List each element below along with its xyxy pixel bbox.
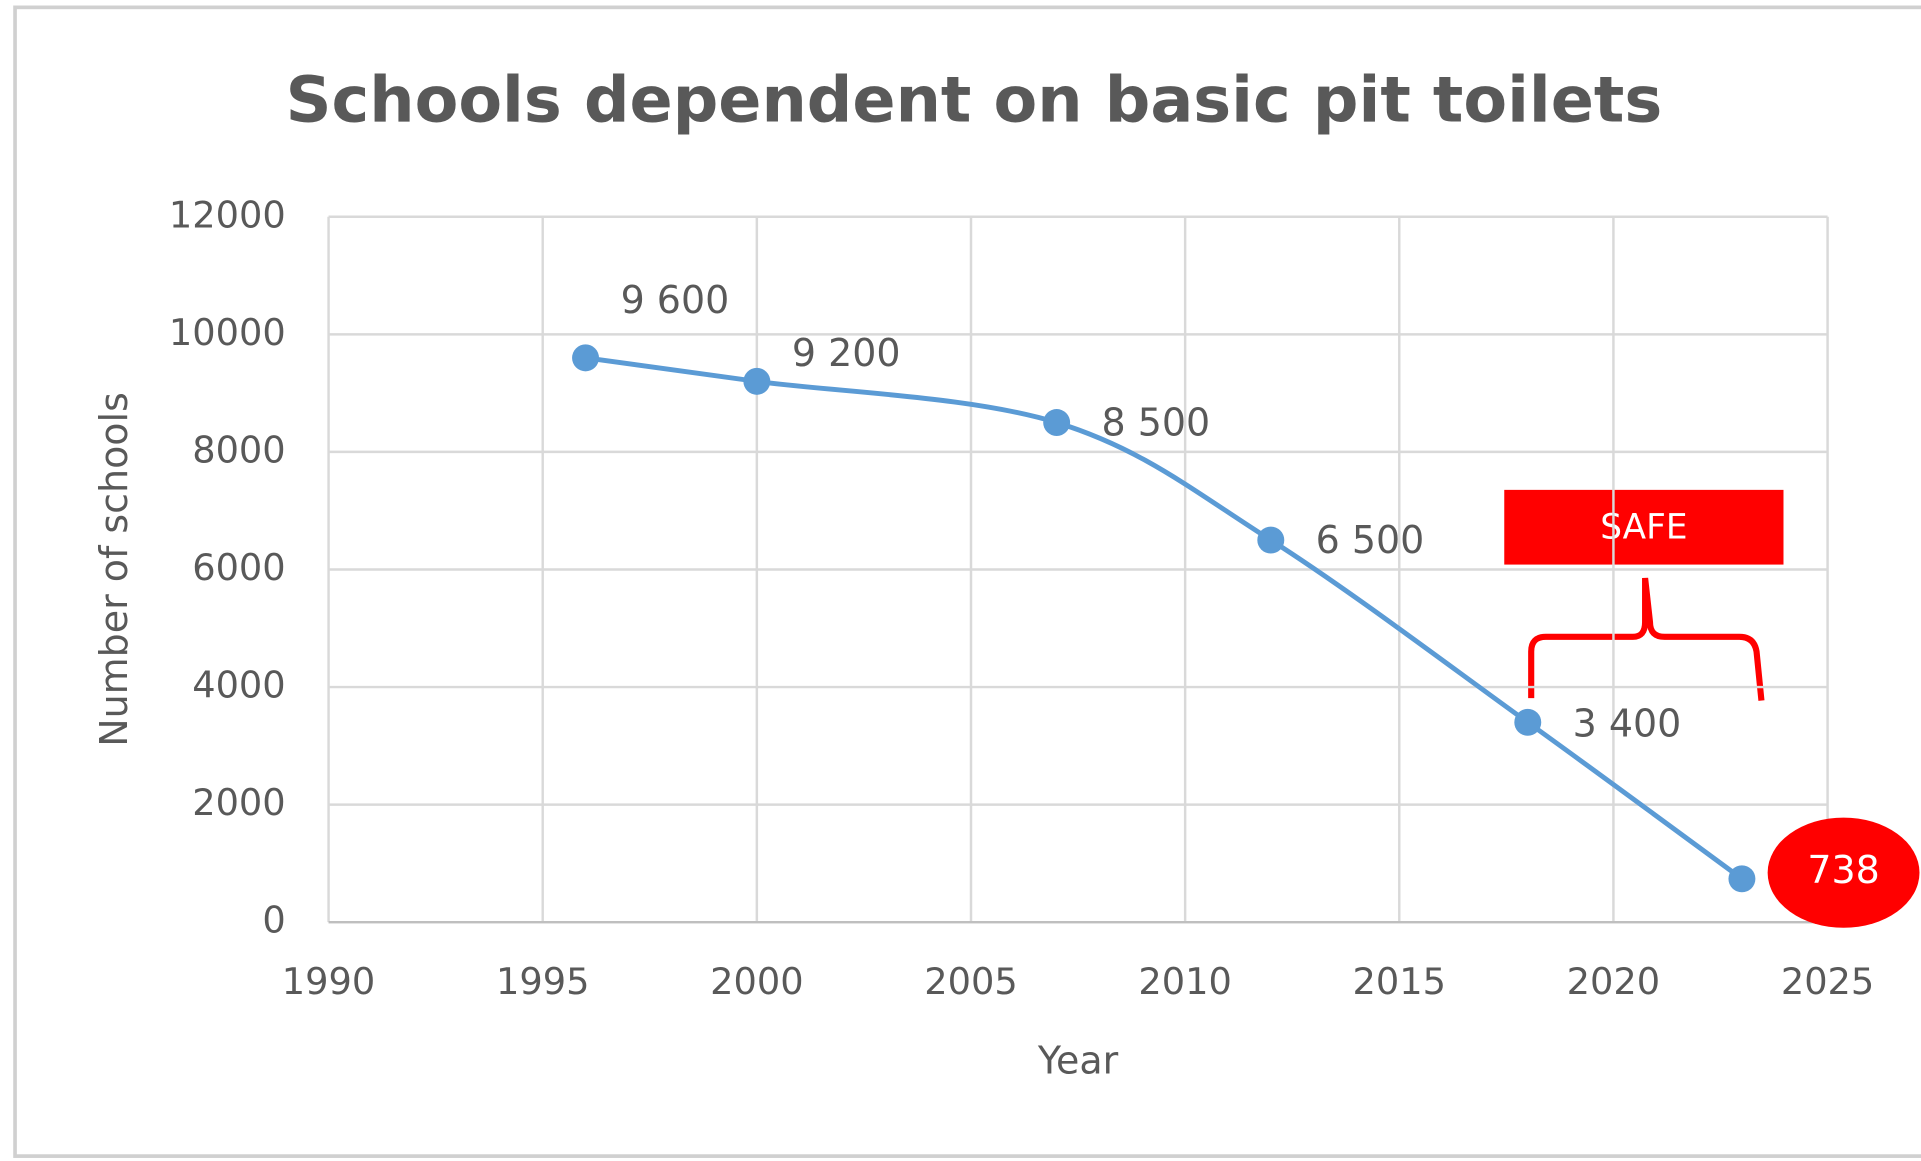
y-tick-label: 12000 xyxy=(169,193,286,236)
data-point xyxy=(1257,526,1285,554)
x-tick-label: 2025 xyxy=(1781,960,1875,1003)
y-tick-label: 6000 xyxy=(192,546,286,589)
data-label: 738 xyxy=(1807,848,1879,892)
y-tick-label: 2000 xyxy=(192,781,286,824)
data-point xyxy=(572,344,600,372)
y-tick-label: 10000 xyxy=(169,311,286,354)
data-point xyxy=(1728,865,1756,893)
x-tick-label: 2015 xyxy=(1353,960,1447,1003)
annotation-brace xyxy=(1528,577,1765,701)
y-tick-label: 0 xyxy=(262,899,285,942)
data-label: 3 400 xyxy=(1573,701,1682,745)
x-tick-label: 2000 xyxy=(710,960,804,1003)
highlight-bubble xyxy=(1767,817,1920,928)
chart-border xyxy=(13,5,1921,1158)
x-tick-label: 1995 xyxy=(496,960,590,1003)
data-point xyxy=(743,367,771,395)
data-label: 6 500 xyxy=(1316,518,1425,562)
annotation-text: SAFE xyxy=(1600,508,1687,548)
data-label: 9 600 xyxy=(621,278,730,322)
x-tick-label: 2010 xyxy=(1138,960,1232,1003)
chart-title: Schools dependent on basic pit toilets xyxy=(286,64,1663,138)
x-tick-label: 2005 xyxy=(924,960,1018,1003)
y-tick-label: 8000 xyxy=(192,428,286,471)
data-point xyxy=(1043,409,1071,436)
x-tick-label: 1990 xyxy=(282,960,376,1003)
x-tick-label: 2020 xyxy=(1567,960,1660,1003)
y-axis-title: Number of schools xyxy=(92,392,136,747)
annotation-box xyxy=(1504,489,1784,565)
data-point xyxy=(1514,708,1542,736)
y-tick-label: 4000 xyxy=(192,664,286,707)
data-label: 8 500 xyxy=(1102,400,1211,444)
data-label: 9 200 xyxy=(792,331,901,375)
x-axis-title: Year xyxy=(1037,1039,1119,1083)
